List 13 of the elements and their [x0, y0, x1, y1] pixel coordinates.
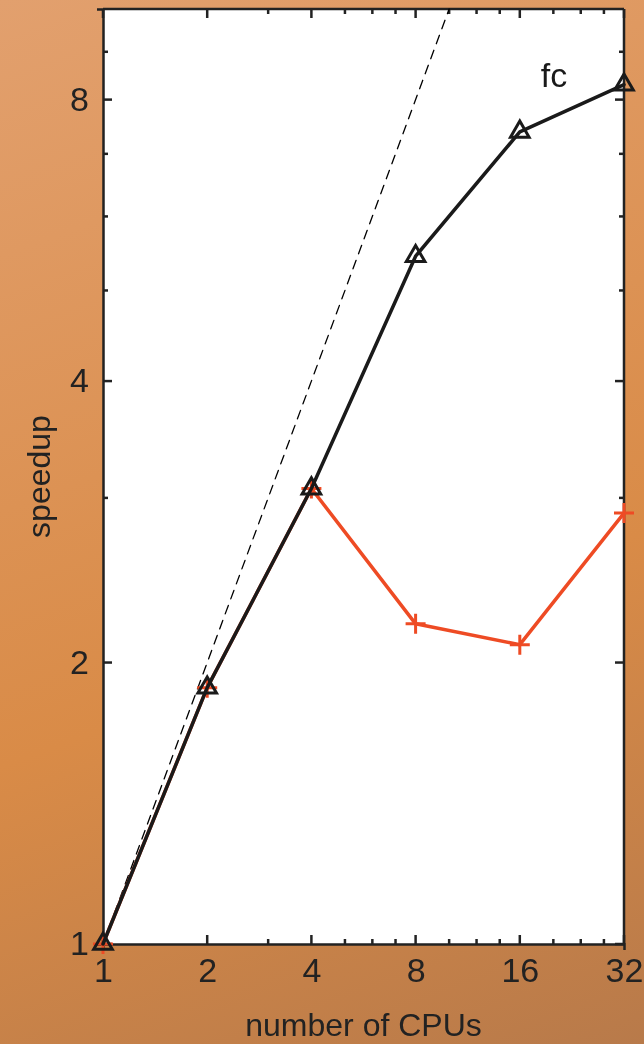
x-tick-label: 1 [94, 951, 113, 990]
y-tick-label: 2 [70, 642, 89, 681]
y-tick-label: 8 [70, 79, 89, 118]
x-tick-label: 8 [406, 951, 426, 990]
y-tick-label: 1 [70, 924, 89, 963]
x-tick-label: 2 [198, 951, 218, 990]
x-tick-label: 4 [302, 951, 322, 990]
legend-label: fc [540, 56, 568, 94]
x-axis-title: number of CPUs [245, 1007, 482, 1043]
y-axis-title: speedup [21, 415, 57, 538]
x-tick-label: 16 [501, 951, 540, 990]
x-tick-label: 32 [605, 951, 644, 990]
y-tick-label: 4 [70, 361, 89, 400]
